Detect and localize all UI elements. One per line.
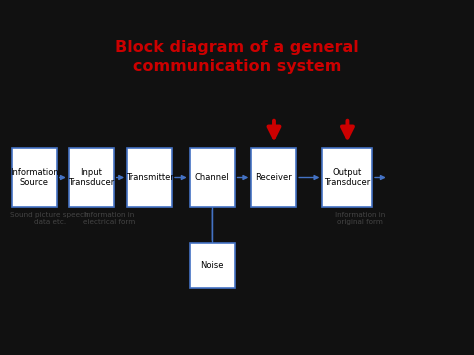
Text: Sound picture speech
data etc.: Sound picture speech data etc. [10, 212, 89, 225]
FancyBboxPatch shape [69, 148, 114, 207]
FancyBboxPatch shape [12, 148, 57, 207]
Text: Noise: Noise [201, 261, 224, 270]
FancyBboxPatch shape [190, 243, 235, 288]
Text: Information
Source: Information Source [10, 168, 59, 187]
Text: Output
Transducer: Output Transducer [324, 168, 370, 187]
Text: Channel: Channel [195, 173, 229, 182]
Text: Input
Transducer: Input Transducer [68, 168, 114, 187]
Text: Block diagram of a general
communication system: Block diagram of a general communication… [115, 40, 359, 74]
FancyBboxPatch shape [251, 148, 296, 207]
FancyBboxPatch shape [190, 148, 235, 207]
Text: Transmitter: Transmitter [126, 173, 173, 182]
FancyBboxPatch shape [127, 148, 172, 207]
Text: Information in
original form: Information in original form [335, 212, 385, 225]
FancyBboxPatch shape [322, 148, 372, 207]
Text: Information in
electrical form: Information in electrical form [83, 212, 135, 225]
Text: Receiver: Receiver [255, 173, 292, 182]
